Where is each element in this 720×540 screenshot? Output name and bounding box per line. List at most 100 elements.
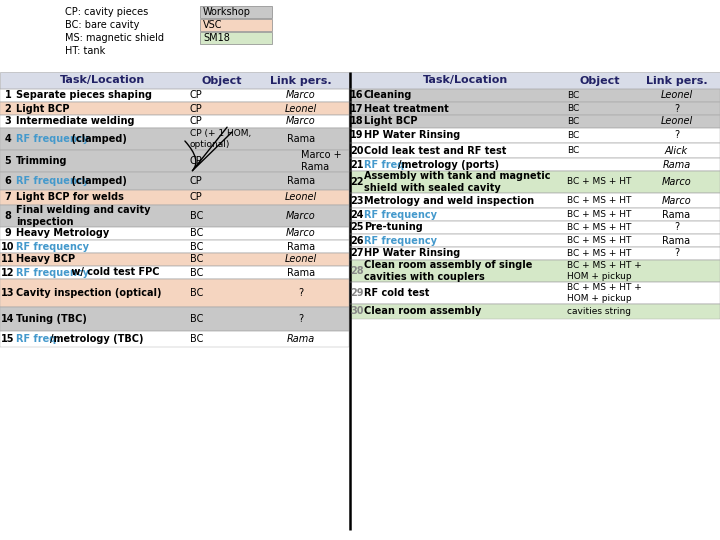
Text: cavities with couplers: cavities with couplers (364, 272, 485, 282)
Text: BC + MS + HT: BC + MS + HT (567, 223, 631, 232)
Text: Cold leak test and RF test: Cold leak test and RF test (364, 145, 506, 156)
Text: 28: 28 (350, 266, 364, 276)
Text: 20: 20 (350, 145, 364, 156)
Bar (0, 172, 349, 190)
Text: (clamped): (clamped) (68, 176, 127, 186)
Text: Pre-tuning: Pre-tuning (364, 222, 423, 233)
Text: Link pers.: Link pers. (270, 76, 332, 85)
Text: Marco: Marco (286, 91, 316, 100)
Bar (350, 304, 720, 319)
Text: BC: BC (190, 241, 203, 252)
Bar (0, 72, 349, 89)
Bar (350, 72, 720, 89)
Text: BC + MS + HT +: BC + MS + HT + (567, 261, 642, 270)
Text: Metrology and weld inspection: Metrology and weld inspection (364, 195, 534, 206)
Text: BC: BC (190, 314, 203, 324)
Text: Separate pieces shaping: Separate pieces shaping (16, 91, 152, 100)
Text: w/ cold test FPC: w/ cold test FPC (68, 267, 159, 278)
Bar (350, 171, 720, 193)
Bar (350, 282, 720, 304)
Bar (350, 234, 720, 247)
Text: 8: 8 (4, 211, 12, 221)
Text: BC: BC (567, 146, 580, 155)
Text: Trimming: Trimming (16, 156, 68, 166)
Text: Alick: Alick (665, 145, 688, 156)
Text: BC: BC (567, 104, 580, 113)
Text: 11: 11 (1, 254, 14, 265)
Text: 17: 17 (350, 104, 364, 113)
Text: Heavy Metrology: Heavy Metrology (16, 228, 109, 239)
Text: HOM + pickup: HOM + pickup (567, 272, 631, 281)
Text: 26: 26 (350, 235, 364, 246)
Text: 29: 29 (350, 288, 364, 298)
Bar (0, 205, 349, 227)
Text: 7: 7 (4, 192, 12, 202)
Bar (200, 6, 272, 18)
Text: Intermediate welding: Intermediate welding (16, 117, 135, 126)
Text: Leonel: Leonel (285, 104, 317, 113)
Text: Task/Location: Task/Location (423, 76, 508, 85)
Text: optional): optional) (190, 140, 230, 149)
Bar (350, 89, 720, 102)
Text: Light BCP: Light BCP (16, 104, 70, 113)
Text: Leonel: Leonel (660, 117, 693, 126)
Text: Marco: Marco (286, 117, 316, 126)
Text: RF frequency: RF frequency (16, 241, 89, 252)
Bar (350, 143, 720, 158)
Text: BC + MS + HT: BC + MS + HT (567, 210, 631, 219)
Text: Leonel: Leonel (285, 254, 317, 265)
Text: Assembly with tank and magnetic: Assembly with tank and magnetic (364, 171, 551, 181)
Text: RF frequency: RF frequency (16, 134, 89, 144)
Bar (0, 150, 349, 172)
Bar (350, 158, 720, 171)
Text: BC: BC (567, 91, 580, 100)
Text: RF frequency: RF frequency (364, 210, 437, 219)
Text: 4: 4 (4, 134, 12, 144)
Text: Cavity inspection (optical): Cavity inspection (optical) (16, 288, 161, 298)
Bar (0, 240, 349, 253)
Text: ?: ? (674, 248, 679, 259)
Text: BC: BC (190, 334, 203, 344)
Text: Heat treatment: Heat treatment (364, 104, 449, 113)
Text: ?: ? (674, 131, 679, 140)
Text: 13: 13 (1, 288, 14, 298)
Text: cavities string: cavities string (567, 307, 631, 316)
Text: Marco +: Marco + (301, 150, 341, 160)
Text: BC: BC (567, 131, 580, 140)
Bar (350, 221, 720, 234)
Text: ?: ? (674, 222, 679, 233)
Text: 2: 2 (4, 104, 12, 113)
Bar (0, 253, 349, 266)
Text: CP: CP (190, 91, 203, 100)
Text: 14: 14 (1, 314, 14, 324)
Text: CP: CP (190, 117, 203, 126)
Text: 23: 23 (350, 195, 364, 206)
Text: MS: magnetic shield: MS: magnetic shield (65, 33, 164, 43)
Text: 21: 21 (350, 159, 364, 170)
Text: Leonel: Leonel (660, 91, 693, 100)
Text: 27: 27 (350, 248, 364, 259)
Text: RF frequency: RF frequency (16, 267, 89, 278)
Bar (0, 128, 349, 150)
Text: Light BCP for welds: Light BCP for welds (16, 192, 124, 202)
Text: Heavy BCP: Heavy BCP (16, 254, 75, 265)
Text: inspection: inspection (16, 217, 73, 227)
Bar (350, 128, 720, 143)
Text: CP: cavity pieces: CP: cavity pieces (65, 7, 148, 17)
Bar (0, 102, 349, 115)
Text: Rama: Rama (287, 241, 315, 252)
Bar (0, 115, 349, 128)
Text: 30: 30 (350, 307, 364, 316)
Bar (350, 260, 720, 282)
Text: 1: 1 (4, 91, 12, 100)
Text: 3: 3 (4, 117, 12, 126)
Text: HT: tank: HT: tank (65, 46, 105, 56)
Text: Task/Location: Task/Location (60, 76, 145, 85)
Bar (350, 193, 720, 208)
Text: 24: 24 (350, 210, 364, 219)
Text: Rama: Rama (662, 159, 690, 170)
Text: Final welding and cavity: Final welding and cavity (16, 205, 150, 215)
Text: HP Water Rinsing: HP Water Rinsing (364, 248, 460, 259)
Text: BC + MS + HT +: BC + MS + HT + (567, 283, 642, 292)
Text: BC: BC (190, 211, 203, 221)
